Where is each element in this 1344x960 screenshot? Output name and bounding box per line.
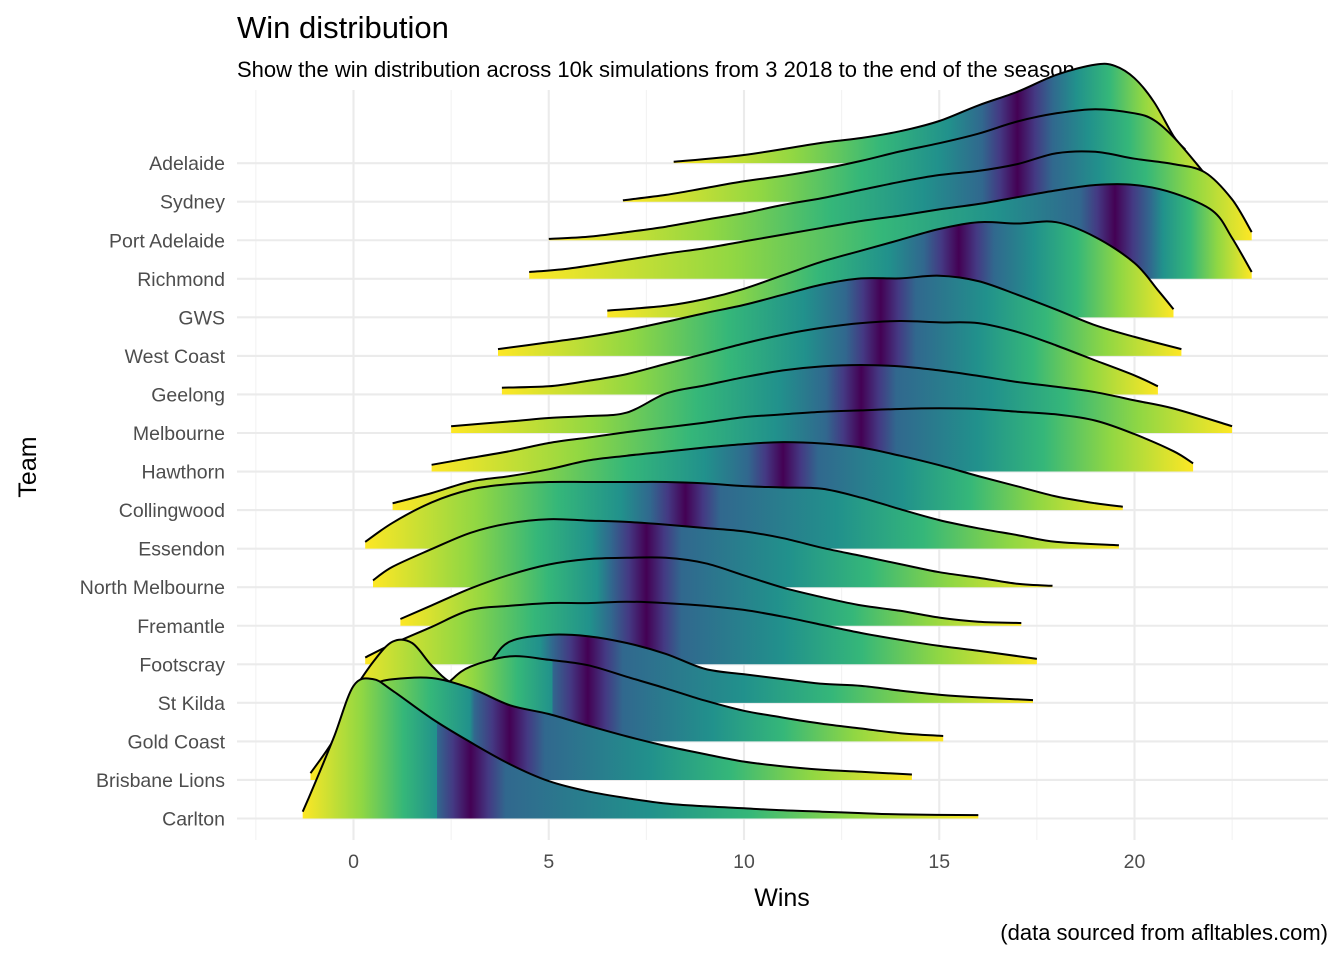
y-tick-label: North Melbourne — [80, 577, 225, 599]
ridge-outline — [301, 677, 979, 817]
y-tick-label: Melbourne — [133, 423, 225, 445]
y-tick-label: Collingwood — [119, 500, 225, 522]
ridge-outline — [497, 274, 1182, 351]
chart-caption: (data sourced from afltables.com) — [1000, 920, 1328, 945]
ridge-footscray — [364, 600, 1038, 665]
chart-title: Win distribution — [237, 10, 449, 45]
y-tick-label: Carlton — [162, 809, 225, 831]
y-tick-label: Footscray — [139, 654, 225, 676]
y-tick-label: Sydney — [160, 192, 225, 214]
ridge-outline — [529, 183, 1253, 273]
ridge-outline — [364, 480, 1119, 547]
y-tick-label: Port Adelaide — [109, 230, 225, 252]
ridge-outline — [372, 518, 1053, 587]
ridges — [301, 62, 1253, 819]
y-tick-label: Richmond — [137, 269, 225, 291]
y-axis-title: Team — [14, 436, 42, 497]
y-tick-label: Gold Coast — [127, 731, 225, 753]
chart-subtitle: Show the win distribution across 10k sim… — [237, 57, 1075, 82]
ridge-carlton — [301, 677, 979, 819]
ridge-area — [302, 678, 979, 819]
ridge-outline — [673, 62, 1187, 163]
ridge-outline — [348, 633, 1034, 702]
x-tick-label: 20 — [1124, 851, 1146, 873]
ridge-outline — [451, 364, 1233, 428]
y-axis-ticks: Adelaide Sydney Port Adelaide Richmond GWS We… — [80, 153, 226, 830]
y-tick-label: Fremantle — [137, 616, 225, 638]
ridge-outline — [607, 220, 1175, 312]
y-tick-label: St Kilda — [158, 693, 225, 715]
ridge-outline — [399, 556, 1022, 624]
y-tick-label: Brisbane Lions — [96, 770, 225, 792]
ridge-area — [501, 320, 1158, 395]
y-tick-label: Hawthorn — [142, 462, 225, 484]
ridge-outline — [622, 108, 1222, 202]
y-tick-label: Adelaide — [149, 153, 225, 175]
x-axis-ticks: 0 5 10 15 20 — [348, 851, 1145, 873]
ridge-outline — [431, 407, 1194, 466]
ridge-outline — [411, 655, 944, 737]
y-tick-label: GWS — [178, 307, 225, 329]
x-tick-label: 5 — [543, 851, 554, 873]
ridge-outline — [548, 150, 1253, 240]
y-tick-label: West Coast — [125, 346, 226, 368]
x-tick-label: 0 — [348, 851, 359, 873]
ridge-gws — [607, 220, 1175, 318]
ridge-area — [607, 221, 1174, 318]
x-tick-label: 10 — [733, 851, 755, 873]
ridge-outline — [501, 319, 1159, 389]
y-tick-label: Geelong — [151, 384, 225, 406]
ridge-outline — [392, 441, 1123, 508]
x-tick-label: 15 — [928, 851, 950, 873]
y-tick-label: Essendon — [138, 539, 225, 561]
ridge-geelong — [501, 319, 1159, 395]
x-axis-title: Wins — [754, 884, 810, 912]
ridge-outline — [364, 600, 1038, 660]
